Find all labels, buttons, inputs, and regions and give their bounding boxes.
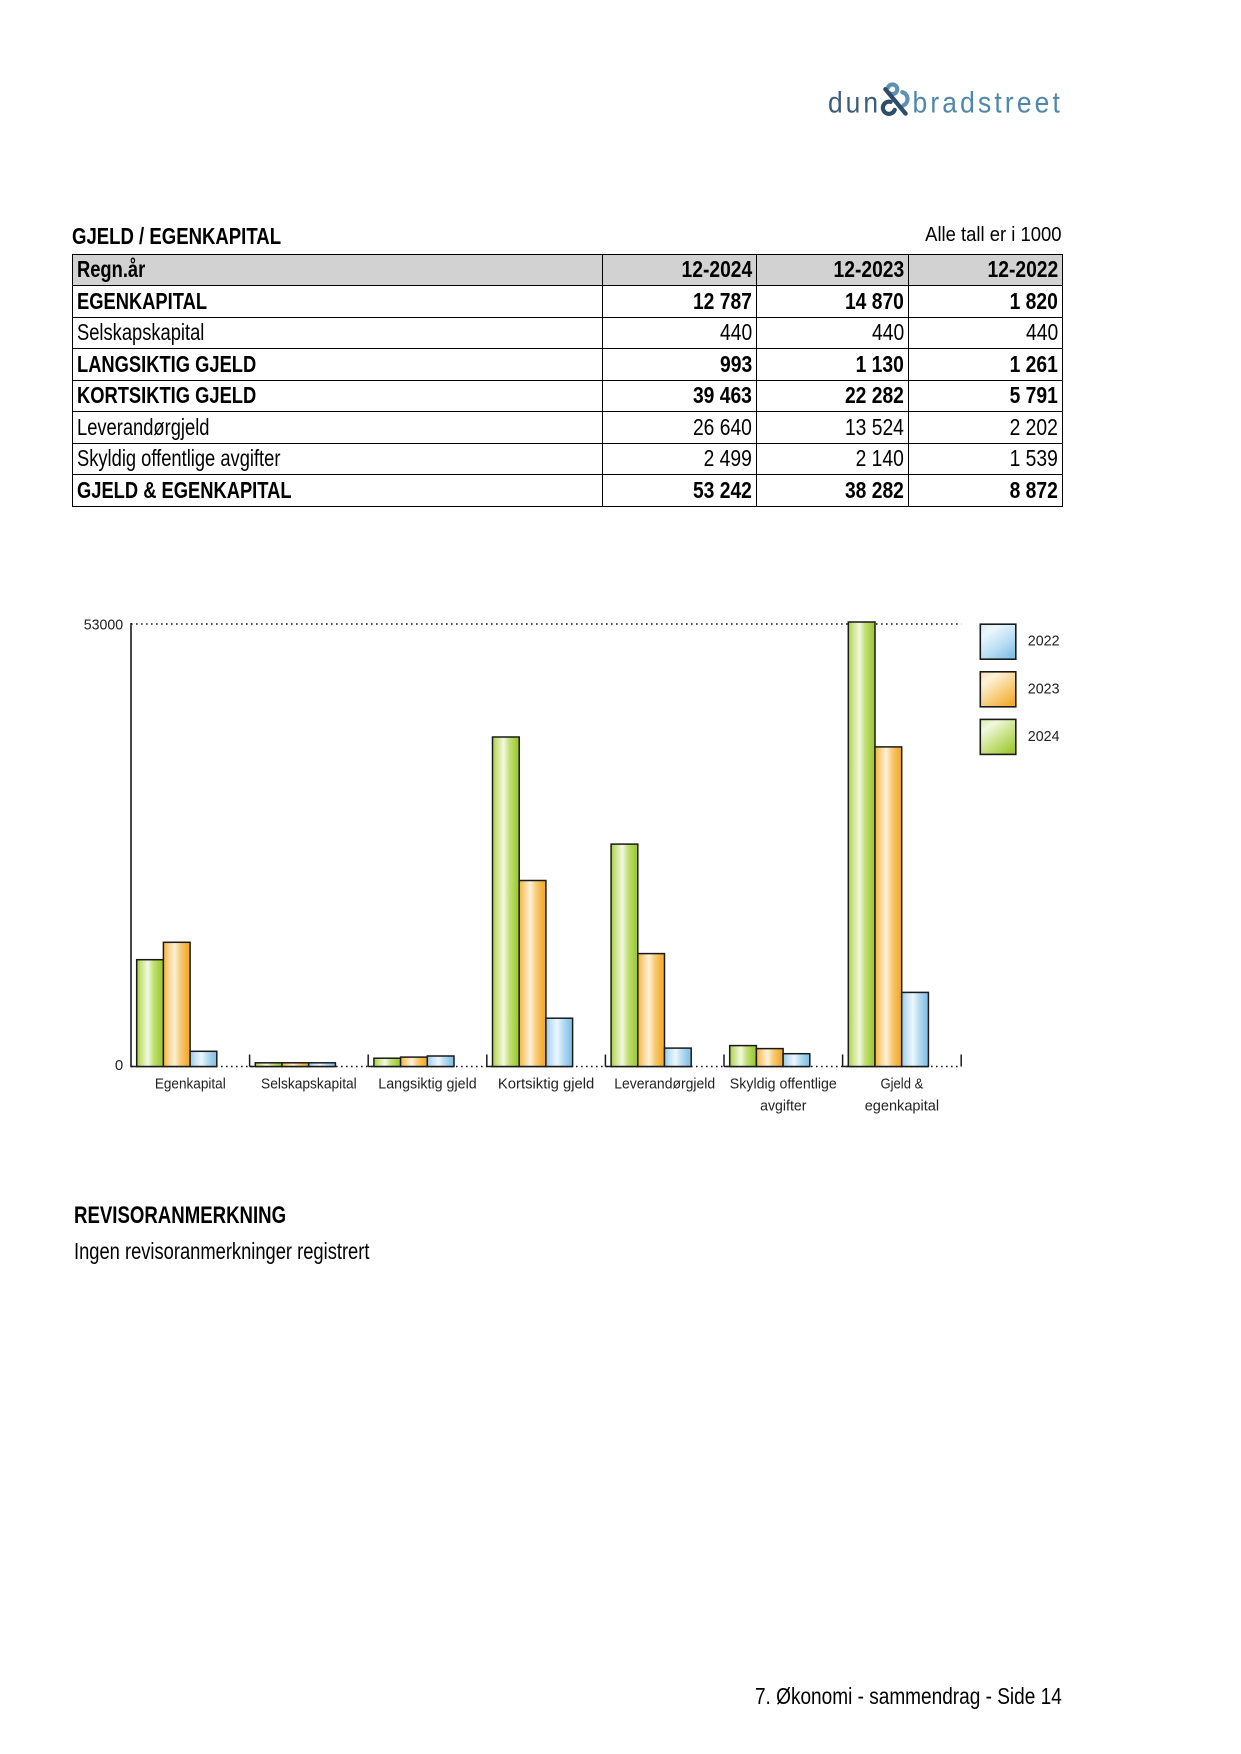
- svg-text:Skyldig offentlige: Skyldig offentlige: [730, 1076, 837, 1093]
- svg-text:Leverandørgjeld: Leverandørgjeld: [614, 1076, 715, 1093]
- svg-text:bradstreet: bradstreet: [913, 85, 1064, 119]
- svg-text:egenkapital: egenkapital: [865, 1098, 939, 1115]
- svg-text:53000: 53000: [84, 617, 123, 634]
- svg-text:2024: 2024: [1028, 728, 1060, 745]
- svg-text:Kortsiktig gjeld: Kortsiktig gjeld: [498, 1076, 594, 1093]
- svg-text:2023: 2023: [1028, 680, 1060, 697]
- svg-text:Langsiktig gjeld: Langsiktig gjeld: [378, 1076, 476, 1093]
- svg-text:Selskapskapital: Selskapskapital: [261, 1076, 357, 1093]
- svg-text:2022: 2022: [1028, 633, 1060, 650]
- svg-text:0: 0: [115, 1057, 123, 1074]
- svg-text:dun: dun: [828, 85, 881, 119]
- svg-text:avgifter: avgifter: [760, 1098, 806, 1115]
- svg-text:Egenkapital: Egenkapital: [155, 1076, 226, 1093]
- svg-text:Gjeld &: Gjeld &: [881, 1076, 924, 1093]
